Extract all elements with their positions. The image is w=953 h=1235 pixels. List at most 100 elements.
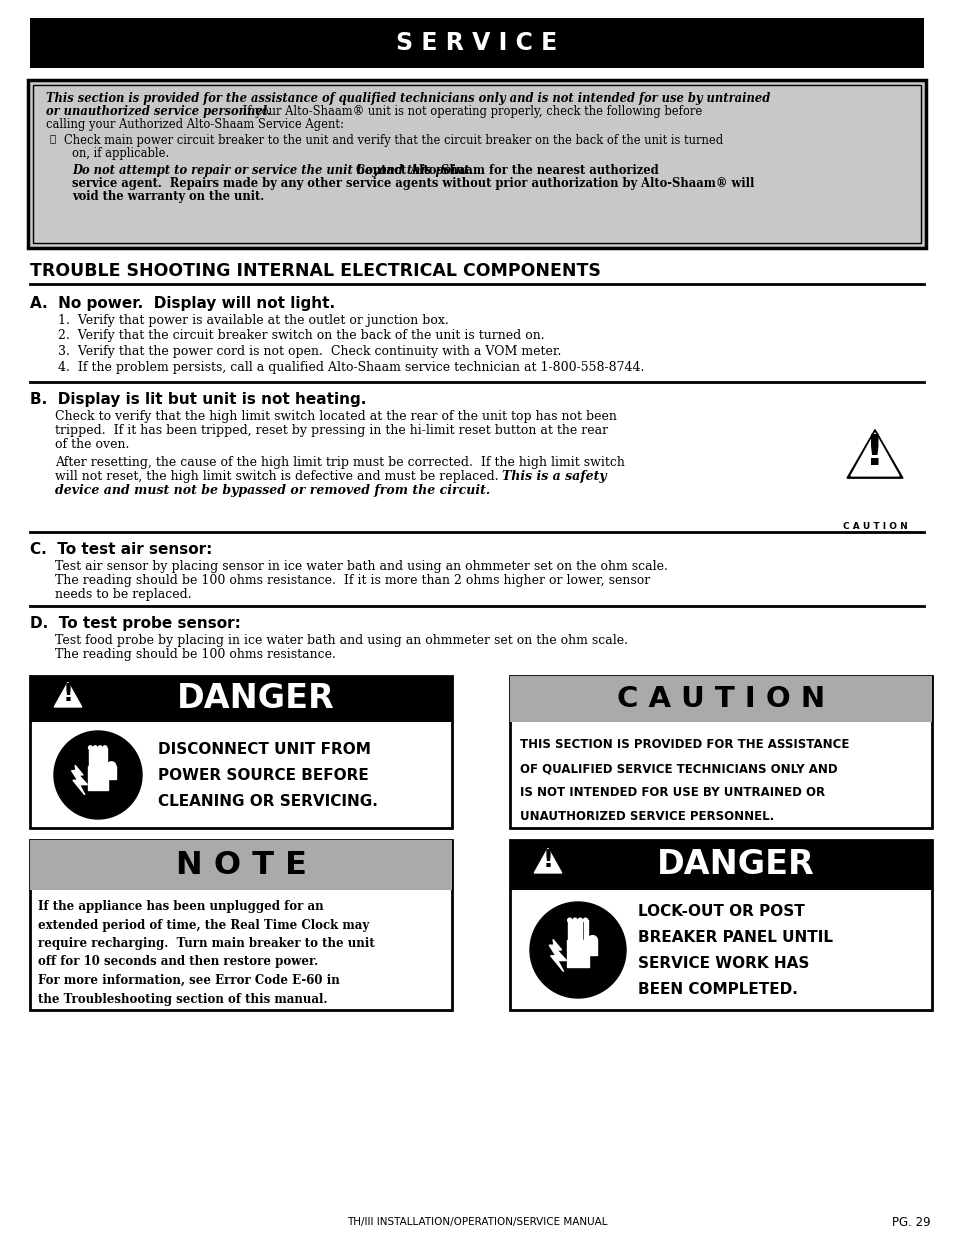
Bar <box>88 766 108 790</box>
Polygon shape <box>534 848 561 873</box>
Polygon shape <box>549 940 566 972</box>
Text: of the oven.: of the oven. <box>55 438 130 451</box>
Bar <box>587 940 597 955</box>
Text: or unauthorized service personnel.: or unauthorized service personnel. <box>46 105 271 119</box>
Text: If the appliance has been unplugged for an: If the appliance has been unplugged for … <box>38 900 323 913</box>
Polygon shape <box>532 846 563 874</box>
Circle shape <box>573 918 577 923</box>
Polygon shape <box>54 683 82 706</box>
Text: OF QUALIFIED SERVICE TECHNICIANS ONLY AND: OF QUALIFIED SERVICE TECHNICIANS ONLY AN… <box>519 762 837 776</box>
Text: service agent.  Repairs made by any other service agents without prior authoriza: service agent. Repairs made by any other… <box>71 177 754 190</box>
Text: Check to verify that the high limit switch located at the rear of the unit top h: Check to verify that the high limit swit… <box>55 410 617 424</box>
Text: Test air sensor by placing sensor in ice water bath and using an ohmmeter set on: Test air sensor by placing sensor in ice… <box>55 559 667 573</box>
Bar <box>33 85 920 243</box>
Text: If your Alto-Shaam® unit is not operating properly, check the following before: If your Alto-Shaam® unit is not operatin… <box>239 105 701 119</box>
Text: B.  Display is lit but unit is not heating.: B. Display is lit but unit is not heatin… <box>30 391 366 408</box>
Text: Check main power circuit breaker to the unit and verify that the circuit breaker: Check main power circuit breaker to the … <box>64 135 722 147</box>
Circle shape <box>54 731 142 819</box>
Text: DANGER: DANGER <box>177 683 335 715</box>
Text: void the warranty on the unit.: void the warranty on the unit. <box>71 190 264 203</box>
Polygon shape <box>850 433 898 475</box>
Text: device and must not be bypassed or removed from the circuit.: device and must not be bypassed or remov… <box>55 484 490 496</box>
Polygon shape <box>52 680 84 708</box>
Text: SERVICE WORK HAS: SERVICE WORK HAS <box>638 956 808 971</box>
Circle shape <box>530 902 625 998</box>
Circle shape <box>107 762 115 771</box>
Text: calling your Authorized Alto-Shaam Service Agent:: calling your Authorized Alto-Shaam Servi… <box>46 119 343 131</box>
Circle shape <box>98 746 102 750</box>
Text: on, if applicable.: on, if applicable. <box>71 147 169 161</box>
Bar <box>567 940 588 967</box>
Text: !: ! <box>63 682 73 705</box>
Text: DANGER: DANGER <box>657 848 814 882</box>
Text: A.  No power.  Display will not light.: A. No power. Display will not light. <box>30 296 335 311</box>
Polygon shape <box>71 766 88 795</box>
Text: TH/III INSTALLATION/OPERATION/SERVICE MANUAL: TH/III INSTALLATION/OPERATION/SERVICE MA… <box>346 1216 607 1228</box>
Text: 3.  Verify that the power cord is not open.  Check continuity with a VOM meter.: 3. Verify that the power cord is not ope… <box>58 345 560 358</box>
Circle shape <box>103 746 107 750</box>
Text: the Troubleshooting section of this manual.: the Troubleshooting section of this manu… <box>38 993 327 1005</box>
Text: CLEANING OR SERVICING.: CLEANING OR SERVICING. <box>158 794 377 809</box>
Bar <box>567 920 571 940</box>
Text: will not reset, the high limit switch is defective and must be replaced.: will not reset, the high limit switch is… <box>55 471 506 483</box>
Text: The reading should be 100 ohms resistance.: The reading should be 100 ohms resistanc… <box>55 648 335 661</box>
Bar <box>573 920 577 940</box>
Text: IS NOT INTENDED FOR USE BY UNTRAINED OR: IS NOT INTENDED FOR USE BY UNTRAINED OR <box>519 785 824 799</box>
Bar <box>510 840 931 1010</box>
Bar <box>30 19 923 68</box>
Text: !: ! <box>542 847 553 872</box>
Bar <box>510 676 931 827</box>
Text: PG. 29: PG. 29 <box>891 1215 929 1229</box>
Polygon shape <box>846 430 902 478</box>
Bar <box>510 840 931 890</box>
Text: The reading should be 100 ohms resistance.  If it is more than 2 ohms higher or : The reading should be 100 ohms resistanc… <box>55 574 650 587</box>
Text: C.  To test air sensor:: C. To test air sensor: <box>30 542 213 557</box>
Text: This section is provided for the assistance of qualified technicians only and is: This section is provided for the assista… <box>46 91 769 105</box>
Text: ✔: ✔ <box>50 135 56 143</box>
Text: For more information, see Error Code E-60 in: For more information, see Error Code E-6… <box>38 974 339 987</box>
Bar <box>28 80 925 248</box>
Text: Do not attempt to repair or service the unit beyond this point.: Do not attempt to repair or service the … <box>71 164 473 177</box>
Text: off for 10 seconds and then restore power.: off for 10 seconds and then restore powe… <box>38 956 318 968</box>
Text: C A U T I O N: C A U T I O N <box>841 522 906 531</box>
Circle shape <box>567 918 571 923</box>
Bar <box>30 676 452 722</box>
Text: This is a safety: This is a safety <box>501 471 606 483</box>
Bar <box>578 920 581 940</box>
Bar <box>107 766 115 779</box>
Text: UNAUTHORIZED SERVICE PERSONNEL.: UNAUTHORIZED SERVICE PERSONNEL. <box>519 810 774 823</box>
Text: LOCK-OUT OR POST: LOCK-OUT OR POST <box>638 904 804 919</box>
Bar <box>103 747 107 766</box>
Circle shape <box>93 746 97 750</box>
Text: DISCONNECT UNIT FROM: DISCONNECT UNIT FROM <box>158 742 371 757</box>
Text: THIS SECTION IS PROVIDED FOR THE ASSISTANCE: THIS SECTION IS PROVIDED FOR THE ASSISTA… <box>519 739 848 751</box>
Text: Test food probe by placing in ice water bath and using an ohmmeter set on the oh: Test food probe by placing in ice water … <box>55 634 627 647</box>
Text: needs to be replaced.: needs to be replaced. <box>55 588 192 601</box>
Text: 4.  If the problem persists, call a qualified Alto-Shaam service technician at 1: 4. If the problem persists, call a quali… <box>58 361 643 373</box>
Text: 1.  Verify that power is available at the outlet or junction box.: 1. Verify that power is available at the… <box>58 314 448 327</box>
Text: N O T E: N O T E <box>175 850 306 881</box>
Text: C A U T I O N: C A U T I O N <box>617 685 824 713</box>
Bar <box>30 840 452 890</box>
Text: D.  To test probe sensor:: D. To test probe sensor: <box>30 616 240 631</box>
Bar <box>583 920 587 940</box>
Text: tripped.  If it has been tripped, reset by pressing in the hi-limit reset button: tripped. If it has been tripped, reset b… <box>55 424 607 437</box>
Text: BEEN COMPLETED.: BEEN COMPLETED. <box>638 982 797 997</box>
Text: POWER SOURCE BEFORE: POWER SOURCE BEFORE <box>158 768 369 783</box>
Text: !: ! <box>864 432 883 474</box>
Text: After resetting, the cause of the high limit trip must be corrected.  If the hig: After resetting, the cause of the high l… <box>55 456 624 469</box>
Bar <box>89 747 92 766</box>
Text: 2.  Verify that the circuit breaker switch on the back of the unit is turned on.: 2. Verify that the circuit breaker switc… <box>58 330 544 342</box>
Bar <box>93 747 97 766</box>
Circle shape <box>583 918 587 923</box>
Bar <box>510 676 931 722</box>
Text: S E R V I C E: S E R V I C E <box>395 31 558 56</box>
Text: extended period of time, the Real Time Clock may: extended period of time, the Real Time C… <box>38 919 369 931</box>
Text: BREAKER PANEL UNTIL: BREAKER PANEL UNTIL <box>638 930 832 945</box>
Circle shape <box>587 936 597 945</box>
Bar <box>30 676 452 827</box>
Bar <box>98 747 102 766</box>
Bar <box>30 840 452 1010</box>
Circle shape <box>89 746 92 750</box>
Text: Contact Alto-Shaam for the nearest authorized: Contact Alto-Shaam for the nearest autho… <box>348 164 659 177</box>
